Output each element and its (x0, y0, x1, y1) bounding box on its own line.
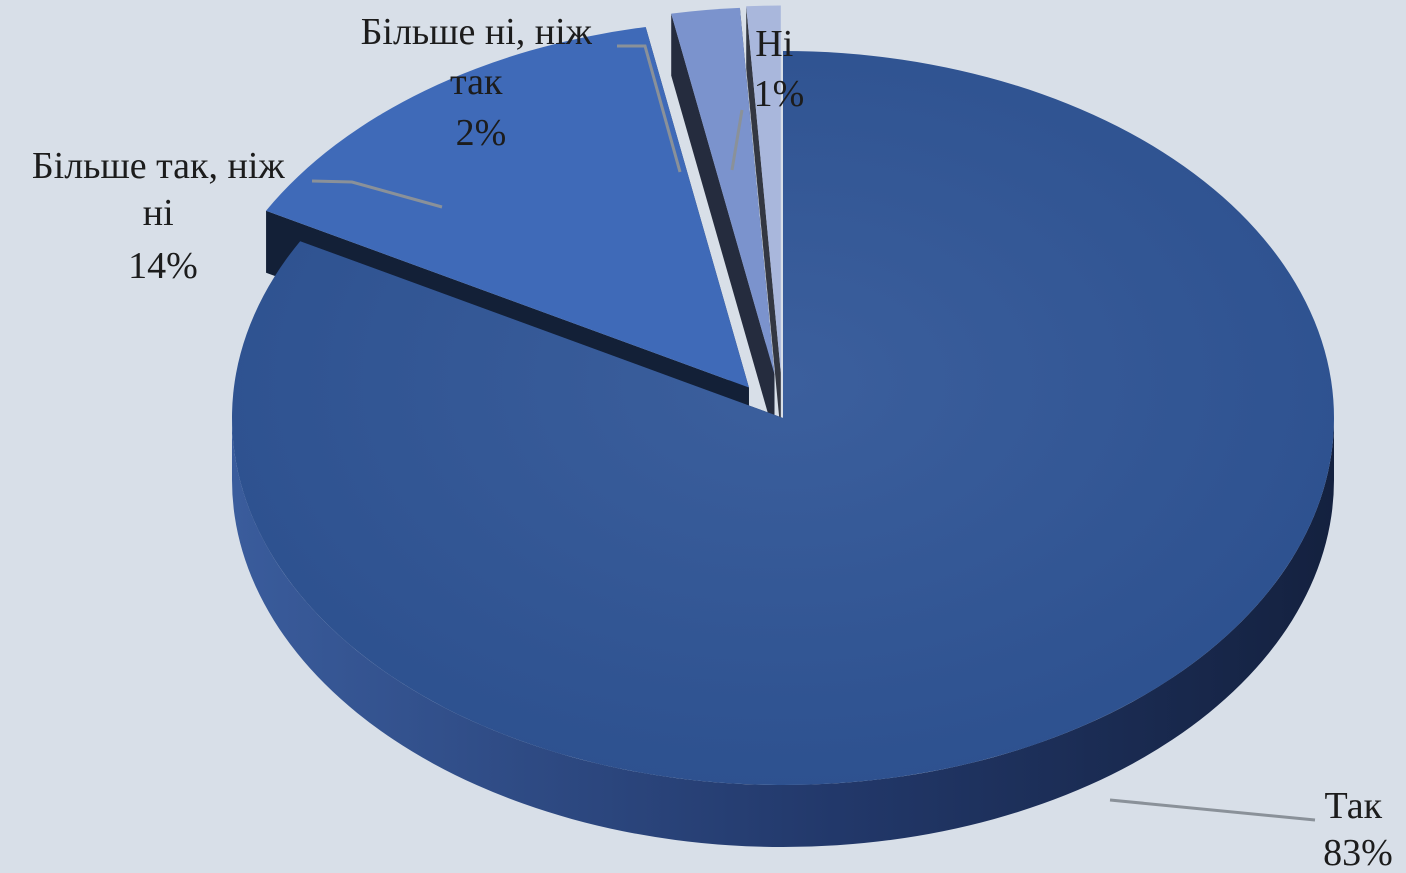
slice-label-tak: Так 83% (1109, 785, 1393, 873)
slice-name-ni: Ні (755, 23, 793, 65)
slice-name-bilshe-tak-line1: Більше так, ніж (32, 145, 286, 187)
slice-layer (231, 5, 1334, 847)
svg-text:Більше так, ніж ні: Більше так, ніж ні 14% (32, 145, 294, 287)
slice-label-bilshe-tak: Більше так, ніж ні 14% (32, 145, 443, 287)
slice-top-bilshe-tak (266, 27, 749, 388)
slice-percent-bilshe-ni: 2% (456, 112, 507, 154)
slice-tak (231, 51, 1334, 847)
leader-line-bilshe-ni (617, 44, 682, 173)
slice-percent-bilshe-tak: 14% (128, 245, 198, 287)
svg-text:Так 83%: Так 83% (1323, 785, 1393, 873)
slice-name-bilshe-ni-line2: так (450, 61, 503, 103)
slice-ni (746, 5, 781, 435)
slice-top-ni (746, 5, 781, 373)
svg-text:Ні 1%: Ні 1% (754, 23, 805, 115)
slice-bilshe-ni (671, 7, 775, 437)
slice-percent-ni: 1% (754, 73, 805, 115)
slice-label-ni: Ні 1% (730, 23, 805, 171)
slice-name-bilshe-tak-line2: ні (143, 192, 174, 234)
slice-label-bilshe-ni: Більше ні, ніж так 2% (361, 11, 682, 173)
svg-text:Більше ні, ніж так: Більше ні, ніж так 2% (361, 11, 602, 154)
slice-face-start-ni (746, 6, 781, 435)
slice-face-start-bilshe-ni (671, 13, 775, 437)
slice-percent-tak: 83% (1323, 832, 1393, 873)
slice-top-sheen-tak (231, 51, 1334, 786)
slice-name-tak: Так (1324, 785, 1382, 827)
leader-line-bilshe-tak (311, 179, 443, 209)
slice-side-tak (232, 418, 1334, 847)
slice-top-bilshe-ni (671, 7, 775, 375)
leader-line-tak (1109, 798, 1316, 822)
slice-name-bilshe-ni-line1: Більше ні, ніж (361, 11, 593, 53)
leader-line-ni (730, 109, 744, 171)
